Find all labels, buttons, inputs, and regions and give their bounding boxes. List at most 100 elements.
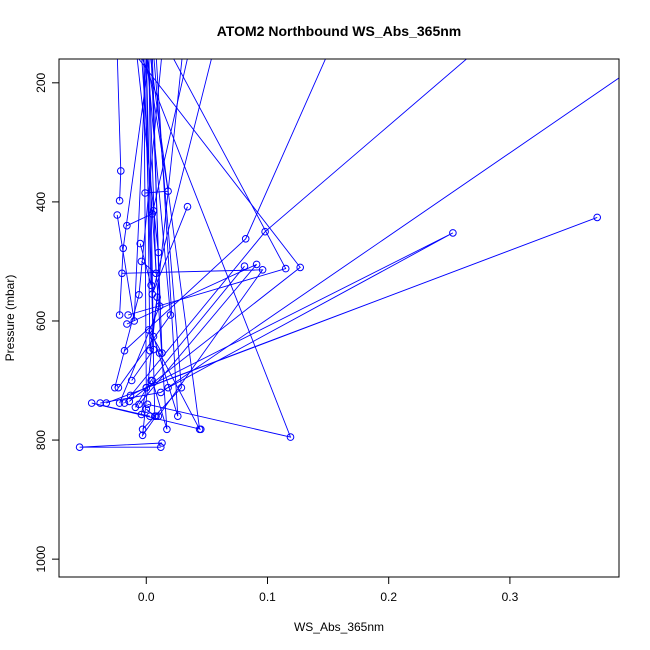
data-point [296, 263, 305, 272]
data-point [286, 433, 295, 441]
data-point [136, 239, 144, 248]
data-point [120, 346, 129, 355]
x-tick-label: 0.0 [138, 590, 155, 604]
data-point [258, 266, 267, 274]
data-series [138, 59, 186, 434]
y-axis-label: Pressure (mbar) [3, 275, 17, 362]
data-point [240, 262, 249, 271]
series-line [126, 263, 257, 405]
series-line [150, 59, 201, 430]
data-point [142, 383, 151, 392]
data-point [138, 431, 147, 440]
series-line [100, 77, 619, 404]
data-point [124, 311, 132, 319]
data-point [118, 269, 126, 278]
series-line [141, 59, 183, 437]
plot-area [75, 59, 619, 452]
data-point [151, 412, 159, 421]
y-axis: 200 400 600 800 1000 [34, 72, 60, 572]
series-line [130, 232, 454, 396]
data-point [195, 425, 204, 434]
data-point [449, 229, 457, 237]
data-series [75, 439, 166, 452]
data-point [120, 399, 129, 407]
series-line [124, 59, 326, 352]
data-point [111, 383, 119, 392]
series-line [135, 265, 245, 408]
data-series [125, 59, 305, 406]
data-point [130, 317, 138, 325]
data-point [137, 257, 146, 266]
data-point [123, 320, 131, 328]
series-line [141, 59, 168, 430]
data-point [252, 260, 261, 269]
data-point [143, 400, 152, 409]
data-series [124, 59, 290, 319]
data-point [174, 412, 182, 421]
data-point [102, 399, 111, 407]
data-point [177, 383, 186, 392]
data-series [96, 77, 619, 407]
data-point [157, 443, 165, 452]
data-point [115, 196, 124, 205]
data-point [138, 425, 147, 434]
data-series [142, 59, 159, 421]
y-tick-label: 1000 [34, 545, 48, 572]
data-point [127, 376, 136, 385]
data-point [115, 399, 124, 407]
series-line [140, 59, 147, 415]
data-point [261, 227, 269, 236]
data-point [593, 213, 602, 222]
data-point [166, 311, 175, 319]
data-point [147, 281, 155, 290]
series-line [129, 59, 301, 402]
chart-title: ATOM2 Northbound WS_Abs_365nm [217, 23, 462, 39]
data-point [115, 311, 124, 319]
data-point [87, 399, 96, 407]
data-point [142, 405, 151, 413]
x-tick-label: 0.2 [380, 590, 397, 604]
y-tick-label: 800 [34, 430, 48, 450]
data-point [123, 221, 131, 230]
series-line [124, 59, 468, 404]
series-line [106, 216, 598, 404]
data-series [102, 213, 602, 407]
data-point [144, 326, 153, 334]
x-axis: 0.0 0.1 0.2 0.3 [138, 576, 519, 604]
series-line [142, 59, 292, 438]
series-line [142, 59, 182, 430]
data-point [241, 235, 250, 243]
plot-frame [58, 58, 620, 578]
data-series [118, 266, 267, 421]
data-point [114, 383, 123, 392]
x-axis-label: WS_Abs_365nm [294, 620, 384, 634]
data-series [137, 59, 151, 419]
data-series [142, 59, 295, 441]
series-line [119, 59, 150, 316]
data-point [113, 211, 121, 219]
data-series [120, 59, 468, 407]
y-tick-label: 600 [34, 311, 48, 331]
series-line [79, 442, 163, 448]
data-point [126, 391, 135, 400]
series-line [116, 59, 147, 322]
data-series [113, 59, 147, 325]
data-point [281, 264, 290, 273]
y-tick-label: 400 [34, 192, 48, 212]
data-point [75, 443, 84, 452]
data-point [158, 439, 166, 447]
data-series [115, 59, 150, 319]
data-point [163, 425, 171, 434]
data-series [115, 59, 125, 205]
data-point [137, 410, 146, 419]
data-point [183, 202, 192, 211]
data-series [120, 59, 326, 355]
series-line [116, 59, 122, 201]
x-tick-label: 0.1 [259, 590, 276, 604]
data-point [131, 403, 140, 412]
data-point [117, 167, 125, 175]
x-tick-label: 0.3 [502, 590, 519, 604]
y-tick-label: 200 [34, 72, 48, 92]
series-line [127, 59, 287, 316]
